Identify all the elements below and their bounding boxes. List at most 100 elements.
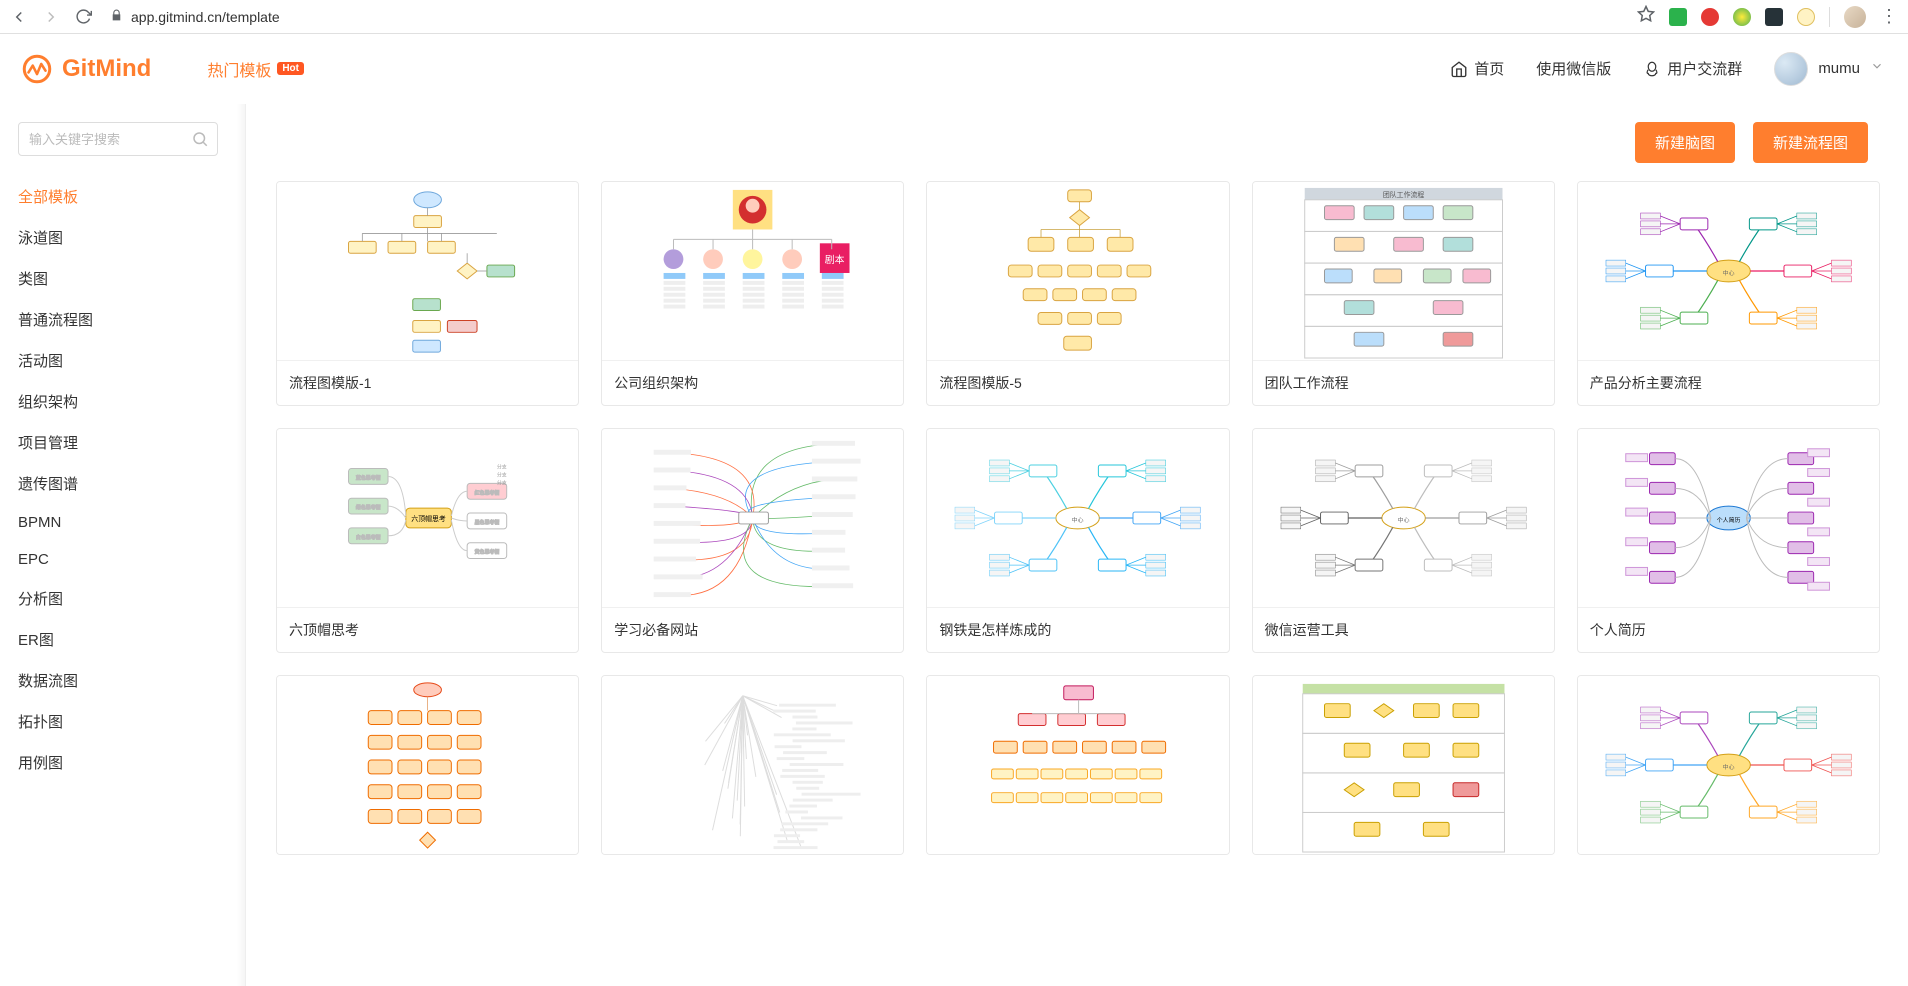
template-card[interactable]: 个人简历 个人简历 — [1577, 428, 1880, 653]
template-card[interactable]: 流程图模版-1 — [276, 181, 579, 406]
hot-badge: Hot — [277, 62, 304, 75]
template-card[interactable]: 中心 — [1577, 675, 1880, 855]
svg-text:中心: 中心 — [1722, 763, 1734, 771]
sidebar-category-item[interactable]: 全部模板 — [18, 176, 229, 217]
sidebar-category-item[interactable]: EPC — [18, 541, 229, 578]
sidebar-category-item[interactable]: 组织架构 — [18, 381, 229, 422]
svg-text:六顶帽思考: 六顶帽思考 — [411, 514, 446, 523]
sidebar-category-item[interactable]: 活动图 — [18, 340, 229, 381]
template-thumbnail: 个人简历 — [1578, 429, 1879, 607]
sidebar-category-item[interactable]: 项目管理 — [18, 422, 229, 463]
url-text: app.gitmind.cn/template — [131, 9, 280, 25]
svg-text:蓝色思考帽: 蓝色思考帽 — [356, 474, 381, 481]
browser-menu-icon[interactable]: ⋮ — [1880, 6, 1898, 27]
sidebar-category-item[interactable]: 分析图 — [18, 578, 229, 619]
sidebar-category-item[interactable]: 用例图 — [18, 742, 229, 783]
template-grid: 流程图模版-1 剧本 公司组织架构 流程图模版-5团队工作流程 团队工作流程中心 — [276, 181, 1880, 855]
template-thumbnail — [927, 182, 1228, 360]
template-title: 团队工作流程 — [1253, 360, 1554, 405]
sidebar-category-item[interactable]: ER图 — [18, 619, 229, 660]
user-avatar-icon — [1774, 52, 1808, 86]
sidebar: 全部模板泳道图类图普通流程图活动图组织架构项目管理遗传图谱BPMNEPC分析图E… — [0, 104, 246, 986]
nav-home-label: 首页 — [1474, 58, 1504, 79]
sidebar-category-item[interactable]: 泳道图 — [18, 217, 229, 258]
extension-icons: ⋮ — [1637, 5, 1898, 28]
nav-home-link[interactable]: 首页 — [1450, 58, 1504, 79]
template-thumbnail — [602, 676, 903, 854]
template-card[interactable] — [276, 675, 579, 855]
template-thumbnail: 中心 — [927, 429, 1228, 607]
lock-icon — [110, 9, 123, 25]
template-title: 微信运营工具 — [1253, 607, 1554, 652]
template-card[interactable]: 学习必备网站 — [601, 428, 904, 653]
app-header: GitMind 热门模板 Hot 首页 使用微信版 用户交流群 mumu — [0, 34, 1908, 104]
new-flowchart-button[interactable]: 新建流程图 — [1753, 122, 1868, 163]
template-title: 产品分析主要流程 — [1578, 360, 1879, 405]
brand-logo[interactable]: GitMind — [20, 52, 151, 86]
template-card[interactable]: 流程图模版-5 — [926, 181, 1229, 406]
template-title: 六顶帽思考 — [277, 607, 578, 652]
extension-icon[interactable] — [1797, 8, 1815, 26]
profile-avatar-icon[interactable] — [1844, 6, 1866, 28]
template-title: 学习必备网站 — [602, 607, 903, 652]
home-icon — [1450, 60, 1468, 78]
svg-text:白色思考帽: 白色思考帽 — [356, 534, 381, 541]
template-thumbnail: 六顶帽思考 蓝色思考帽绿色思考帽白色思考帽红色思考帽黑色思考帽黄色思考帽 分支分… — [277, 429, 578, 607]
extension-icon[interactable] — [1669, 8, 1687, 26]
svg-text:个人简历: 个人简历 — [1717, 516, 1741, 524]
nav-wechat-link[interactable]: 使用微信版 — [1536, 58, 1611, 79]
template-card[interactable]: 剧本 公司组织架构 — [601, 181, 904, 406]
svg-text:中心: 中心 — [1072, 516, 1084, 524]
template-title: 公司组织架构 — [602, 360, 903, 405]
svg-text:中心: 中心 — [1397, 516, 1409, 524]
nav-qqgroup-link[interactable]: 用户交流群 — [1643, 58, 1742, 79]
user-menu[interactable]: mumu — [1774, 52, 1884, 86]
template-card[interactable] — [601, 675, 904, 855]
nav-qqgroup-label: 用户交流群 — [1667, 58, 1742, 79]
template-card[interactable]: 中心 微信运营工具 — [1252, 428, 1555, 653]
svg-text:红色思考帽: 红色思考帽 — [475, 489, 500, 496]
action-bar: 新建脑图 新建流程图 — [276, 122, 1880, 163]
template-card[interactable] — [1252, 675, 1555, 855]
sidebar-category-item[interactable]: 数据流图 — [18, 660, 229, 701]
template-card[interactable]: 六顶帽思考 蓝色思考帽绿色思考帽白色思考帽红色思考帽黑色思考帽黄色思考帽 分支分… — [276, 428, 579, 653]
svg-text:分支: 分支 — [497, 464, 507, 471]
nav-forward[interactable] — [42, 8, 60, 26]
template-thumbnail — [602, 429, 903, 607]
template-thumbnail: 中心 — [1253, 429, 1554, 607]
template-card[interactable]: 中心 钢铁是怎样炼成的 — [926, 428, 1229, 653]
sidebar-category-item[interactable]: 拓扑图 — [18, 701, 229, 742]
svg-text:绿色思考帽: 绿色思考帽 — [356, 504, 381, 511]
search-input[interactable] — [18, 122, 218, 156]
url-bar[interactable]: app.gitmind.cn/template — [106, 9, 1623, 25]
sidebar-category-item[interactable]: BPMN — [18, 504, 229, 541]
extension-icon[interactable] — [1765, 8, 1783, 26]
new-mindmap-button[interactable]: 新建脑图 — [1635, 122, 1735, 163]
nav-reload[interactable] — [74, 8, 92, 26]
template-thumbnail: 剧本 — [602, 182, 903, 360]
svg-text:中心: 中心 — [1722, 269, 1734, 277]
search-icon[interactable] — [191, 130, 209, 153]
template-thumbnail — [277, 182, 578, 360]
qq-icon — [1643, 60, 1661, 78]
bookmark-star-icon[interactable] — [1637, 5, 1655, 28]
sidebar-category-item[interactable]: 类图 — [18, 258, 229, 299]
logo-icon — [20, 52, 54, 86]
template-card[interactable]: 中心 产品分析主要流程 — [1577, 181, 1880, 406]
category-list: 全部模板泳道图类图普通流程图活动图组织架构项目管理遗传图谱BPMNEPC分析图E… — [18, 176, 229, 783]
template-title: 钢铁是怎样炼成的 — [927, 607, 1228, 652]
search-wrap — [18, 122, 229, 156]
extension-icon[interactable] — [1733, 8, 1751, 26]
sidebar-category-item[interactable]: 遗传图谱 — [18, 463, 229, 504]
sidebar-category-item[interactable]: 普通流程图 — [18, 299, 229, 340]
svg-text:黄色思考帽: 黄色思考帽 — [475, 549, 500, 556]
nav-back[interactable] — [10, 8, 28, 26]
template-card[interactable]: 团队工作流程 团队工作流程 — [1252, 181, 1555, 406]
template-thumbnail: 团队工作流程 — [1253, 182, 1554, 360]
svg-text:黑色思考帽: 黑色思考帽 — [475, 519, 500, 526]
hot-templates-link[interactable]: 热门模板 Hot — [207, 57, 304, 81]
extension-icon[interactable] — [1701, 8, 1719, 26]
template-thumbnail: 中心 — [1578, 676, 1879, 854]
template-card[interactable] — [926, 675, 1229, 855]
brand-name: GitMind — [62, 55, 151, 83]
